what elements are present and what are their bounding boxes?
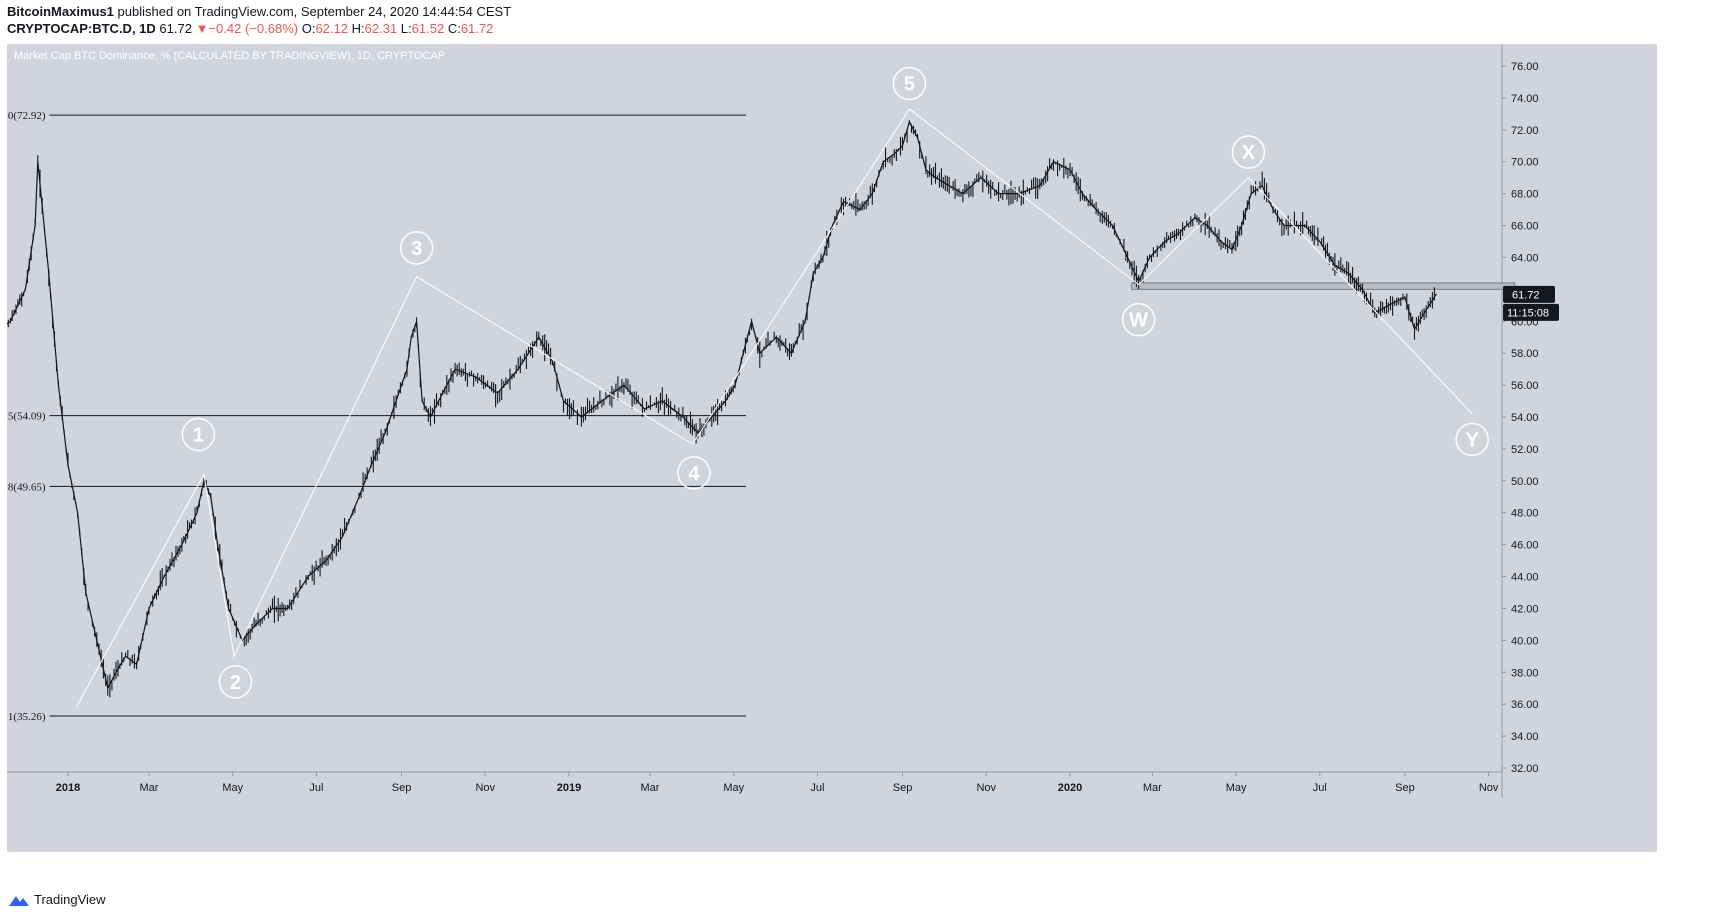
close-value: 61.72 <box>460 21 494 36</box>
wave-label-circle <box>1231 135 1266 169</box>
y-tick-label: 46.00 <box>1511 540 1539 552</box>
wave-label-circle <box>677 456 711 490</box>
y-tick-label: 54.00 <box>1511 412 1539 424</box>
tradingview-brand[interactable]: TradingView <box>34 892 106 907</box>
y-tick-label: 40.00 <box>1511 635 1539 647</box>
published-text: published on TradingView.com, September … <box>117 4 512 19</box>
resistance-zone <box>1131 282 1516 290</box>
y-tick-label: 42.00 <box>1511 603 1539 615</box>
fib-level-label: 1(35.26) <box>8 711 46 723</box>
wave-label-w: W <box>1129 310 1148 332</box>
wave-label-3: 3 <box>411 238 422 260</box>
x-tick-label: Sep <box>893 782 913 794</box>
y-tick-label: 34.00 <box>1511 731 1539 743</box>
open-value: 62.12 <box>315 21 348 36</box>
y-tick-label: 58.00 <box>1511 348 1539 360</box>
y-tick-label: 32.00 <box>1511 763 1539 775</box>
ohlc-legend: CRYPTOCAP:BTC.D, 1D 61.72 ▼−0.42 (−0.68%… <box>7 21 493 36</box>
x-tick-label: Jul <box>810 782 824 794</box>
price-candles <box>7 120 1435 698</box>
author-name[interactable]: BitcoinMaximus1 <box>7 4 114 19</box>
x-tick-label: Nov <box>475 782 495 794</box>
y-tick-label: 56.00 <box>1511 380 1539 392</box>
y-tick-label: 74.00 <box>1511 93 1539 105</box>
y-tick-label: 48.00 <box>1511 508 1539 520</box>
open-label: O: <box>301 21 316 36</box>
wave-label-5: 5 <box>904 74 915 96</box>
wave-label-x: X <box>1242 142 1256 164</box>
wave-label-circle <box>399 231 434 265</box>
high-label: H: <box>351 21 365 36</box>
x-tick-label: Mar <box>1143 782 1162 794</box>
high-value: 62.31 <box>364 21 398 36</box>
close-label: C: <box>447 21 461 36</box>
elliott-wave-path <box>75 108 1473 708</box>
wave-label-circle <box>218 665 253 699</box>
publish-info: BitcoinMaximus1 published on TradingView… <box>7 4 511 19</box>
y-tick-label: 50.00 <box>1511 476 1539 488</box>
y-tick-label: 64.00 <box>1511 252 1539 264</box>
wave-label-circle <box>181 417 216 452</box>
wave-label-1: 1 <box>193 425 204 447</box>
last-value: 61.72 <box>159 21 192 36</box>
x-tick-label: May <box>723 782 744 794</box>
x-tick-label: Mar <box>641 782 660 794</box>
change-value: −0.42 (−0.68%) <box>208 21 299 36</box>
y-tick-label: 68.00 <box>1511 189 1539 201</box>
y-tick-label: 76.00 <box>1511 61 1539 73</box>
y-tick-label: 52.00 <box>1511 444 1539 456</box>
symbol-label: CRYPTOCAP:BTC.D, 1D <box>7 21 156 36</box>
price-line <box>7 120 1438 690</box>
fib-level-label: 0.618(49.65) <box>7 481 46 493</box>
fib-level-label: 0.5(54.09) <box>7 411 46 423</box>
y-tick-label: 72.00 <box>1511 125 1539 137</box>
countdown-tag <box>1503 303 1559 321</box>
low-value: 61.52 <box>411 21 445 36</box>
tradingview-logo-icon <box>9 895 29 906</box>
x-tick-label: 2018 <box>56 782 80 794</box>
x-tick-label: May <box>1226 782 1247 794</box>
y-tick-label: 36.00 <box>1511 699 1539 711</box>
wave-label-circle <box>892 66 927 101</box>
y-tick-label: 38.00 <box>1511 667 1539 679</box>
y-tick-label: 66.00 <box>1511 221 1539 233</box>
x-tick-label: 2019 <box>557 782 581 794</box>
wave-label-circle <box>1121 302 1156 337</box>
x-tick-label: Jul <box>1313 782 1327 794</box>
x-tick-label: Nov <box>976 782 996 794</box>
wave-label-circle <box>1455 422 1489 457</box>
wave-label-y: Y <box>1466 429 1480 451</box>
x-tick-label: 2020 <box>1058 782 1082 794</box>
countdown-label: 11:15:08 <box>1507 307 1549 319</box>
chart-area[interactable]: Market Cap BTC Dominance, % (CALCULATED … <box>7 44 1657 852</box>
last-price-tag <box>1503 285 1555 303</box>
chart-title: Market Cap BTC Dominance, % (CALCULATED … <box>14 50 445 62</box>
y-tick-label: 44.00 <box>1511 572 1539 584</box>
wave-label-2: 2 <box>230 672 241 694</box>
chart-svg[interactable]: Market Cap BTC Dominance, % (CALCULATED … <box>7 44 1657 852</box>
x-tick-label: Nov <box>1479 782 1499 794</box>
x-tick-label: Jul <box>309 782 323 794</box>
x-tick-label: Mar <box>140 782 159 794</box>
x-tick-label: May <box>222 782 243 794</box>
last-price-label: 61.72 <box>1512 289 1540 301</box>
down-arrow-icon: ▼ <box>195 21 209 36</box>
wave-label-4: 4 <box>688 463 700 485</box>
y-tick-label: 70.00 <box>1511 157 1539 169</box>
fib-level-label: 0(72.92) <box>8 110 46 122</box>
footer: TradingView <box>8 892 106 907</box>
x-tick-label: Sep <box>392 782 412 794</box>
low-label: L: <box>400 21 412 36</box>
x-tick-label: Sep <box>1395 782 1415 794</box>
